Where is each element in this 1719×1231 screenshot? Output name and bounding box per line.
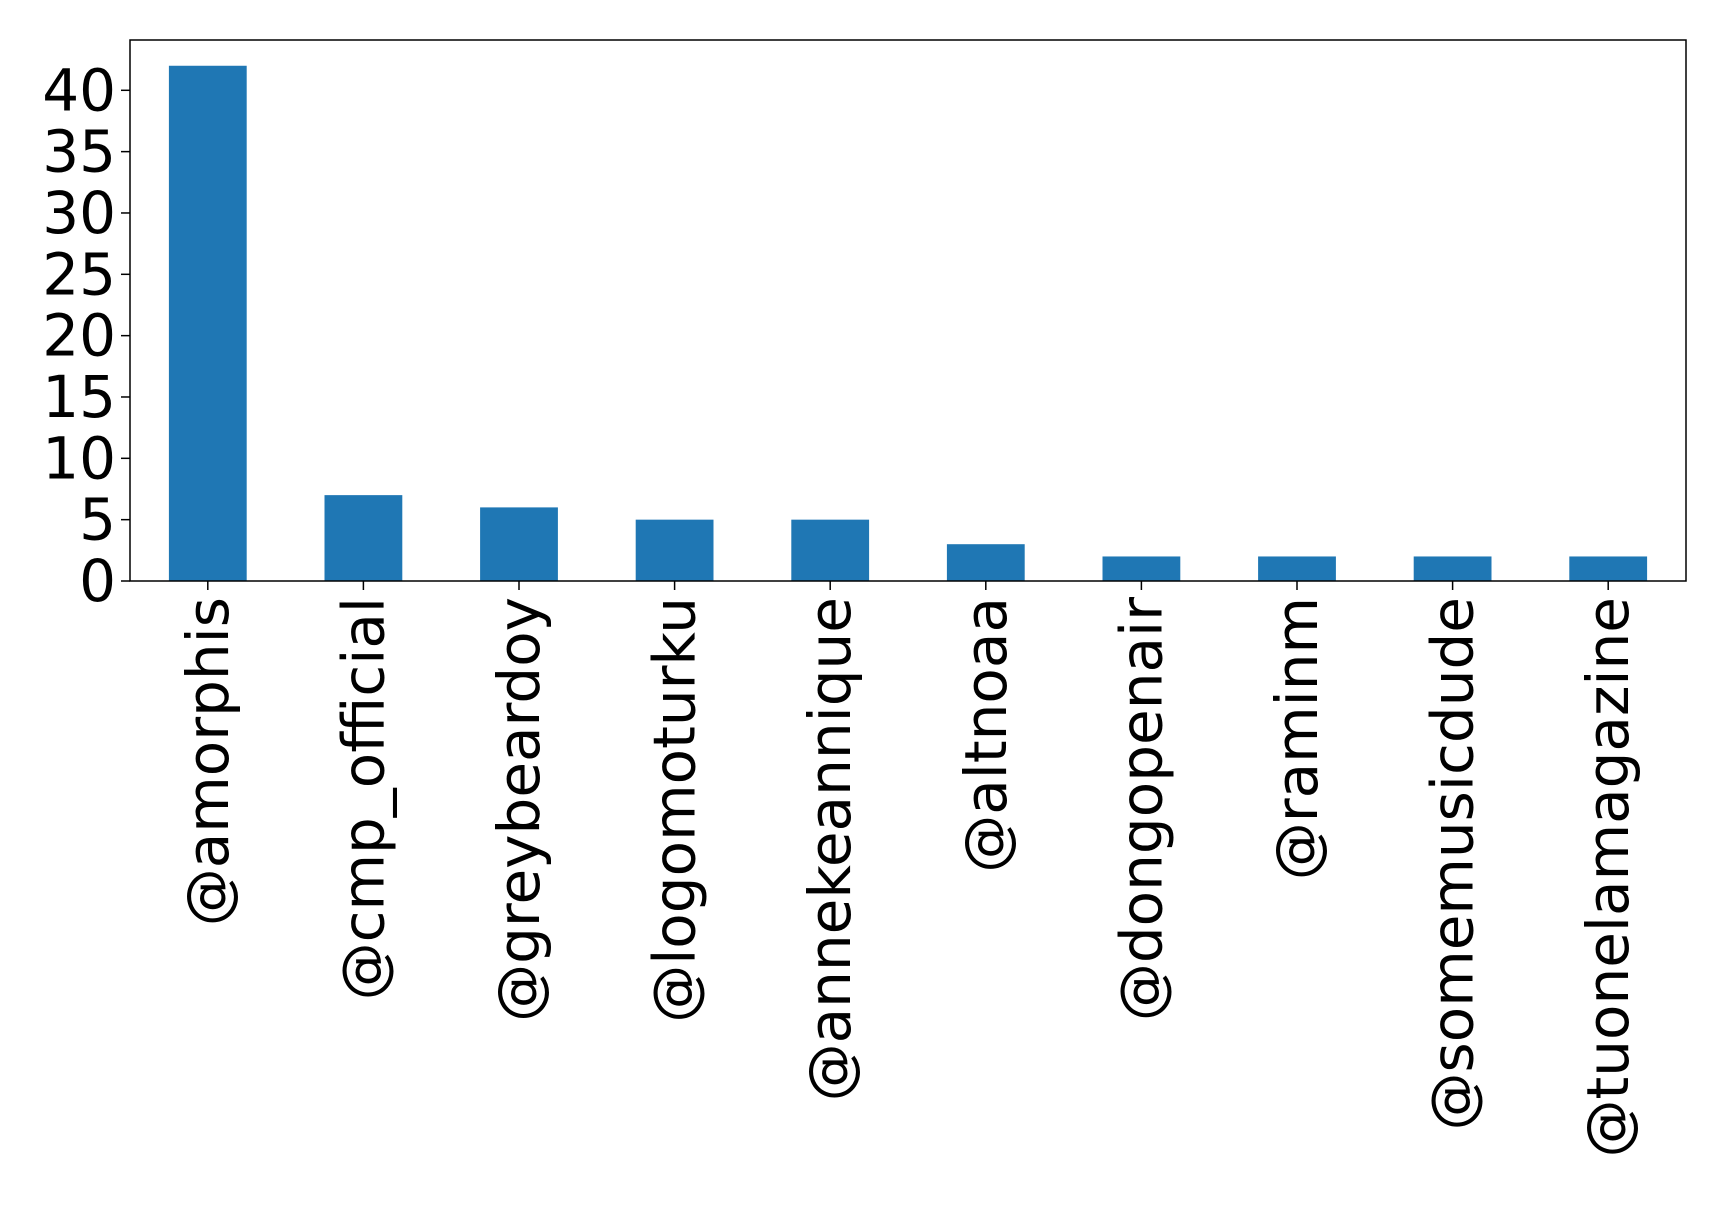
x-tick-label: @amorphis	[174, 597, 242, 926]
x-tick-label: @annekeannique	[796, 597, 864, 1101]
y-tick-label: 15	[42, 363, 116, 431]
bar-somemusicdude	[1413, 556, 1492, 581]
bar-raminm	[1258, 556, 1336, 581]
x-axis: @amorphis @cmp_official @greybeardoy @logom…	[174, 581, 1642, 1158]
bar-greybeardoy	[480, 507, 558, 581]
y-tick-label: 25	[42, 240, 116, 308]
x-tick-label: @tuonelamagazine	[1574, 597, 1642, 1158]
bar-logomoturku	[635, 519, 714, 581]
y-tick-label: 30	[42, 179, 116, 247]
bar-annekeannique	[791, 519, 870, 581]
x-tick-label: @greybeardoy	[485, 597, 553, 1022]
y-tick-label: 20	[42, 302, 116, 370]
bars-group	[168, 65, 1648, 581]
x-tick-label: @raminm	[1263, 597, 1331, 880]
bar-dongopenair	[1102, 556, 1181, 581]
y-tick-label: 5	[79, 486, 116, 554]
y-tick-label: 10	[42, 424, 116, 492]
bar-altnoaa	[946, 544, 1025, 581]
x-tick-label: @cmp_official	[329, 597, 397, 1000]
x-tick-label: @altnoaa	[952, 597, 1020, 873]
bar-cmp-official	[324, 495, 403, 581]
y-tick-label: 35	[42, 118, 116, 186]
x-tick-label: @somemusicdude	[1419, 597, 1487, 1130]
bar-amorphis	[168, 65, 247, 581]
x-tick-label: @logomoturku	[641, 597, 709, 1023]
y-tick-label: 0	[79, 547, 116, 615]
x-tick-label: @dongopenair	[1107, 597, 1175, 1021]
y-tick-label: 40	[42, 56, 116, 124]
plot-frame	[129, 39, 1687, 582]
bar-tuonelamagazine	[1569, 556, 1648, 581]
